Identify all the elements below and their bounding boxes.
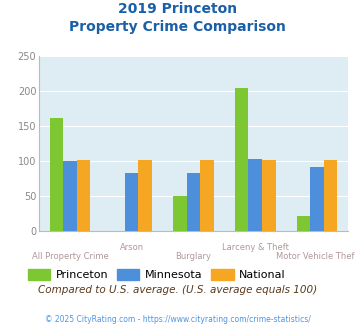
Bar (138, 160, 152, 231)
Bar (297, 215, 310, 231)
Bar (63, 161, 77, 231)
Text: Motor Vehicle Theft: Motor Vehicle Theft (276, 252, 355, 261)
Bar (200, 160, 214, 231)
Bar (77, 160, 90, 231)
Text: 2019 Princeton: 2019 Princeton (118, 2, 237, 16)
Text: Burglary: Burglary (175, 252, 212, 261)
Text: Compared to U.S. average. (U.S. average equals 100): Compared to U.S. average. (U.S. average … (38, 285, 317, 295)
Bar (235, 87, 248, 231)
Bar (173, 196, 187, 231)
Text: All Property Crime: All Property Crime (32, 252, 108, 261)
Text: Arson: Arson (120, 243, 144, 251)
Text: Larceny & Theft: Larceny & Theft (222, 243, 289, 251)
Bar (50, 118, 63, 231)
Bar (248, 159, 262, 231)
Bar (187, 173, 200, 231)
Bar (125, 173, 138, 231)
Bar (262, 160, 275, 231)
Text: © 2025 CityRating.com - https://www.cityrating.com/crime-statistics/: © 2025 CityRating.com - https://www.city… (45, 315, 310, 324)
Bar (324, 160, 337, 231)
Text: Property Crime Comparison: Property Crime Comparison (69, 20, 286, 34)
Bar (310, 167, 324, 231)
Legend: Princeton, Minnesota, National: Princeton, Minnesota, National (23, 265, 290, 285)
